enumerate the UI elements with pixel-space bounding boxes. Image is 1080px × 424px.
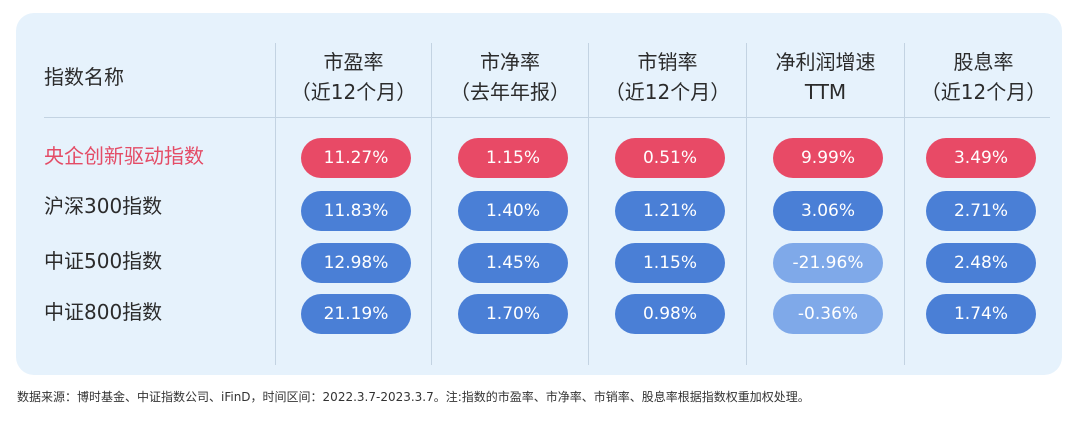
cell-growth-row2: -21.96%	[773, 243, 883, 283]
cell-pb-row0: 1.15%	[458, 138, 568, 178]
header-ps-line2: （近12个月）	[604, 80, 731, 104]
cell-ps-row0: 0.51%	[615, 138, 725, 178]
cell-dividend-row2: 2.48%	[926, 243, 1036, 283]
cell-pe-row1: 11.83%	[301, 191, 411, 231]
header-pb-line2: （去年年报）	[450, 80, 570, 104]
cell-ps-row1: 1.21%	[615, 191, 725, 231]
column-divider	[588, 43, 589, 365]
row-label-csoe-innovation: 央企创新驱动指数	[44, 144, 204, 168]
header-pe-line2: （近12个月）	[290, 80, 417, 104]
cell-pe-row0: 11.27%	[301, 138, 411, 178]
row-label-csi800: 中证800指数	[44, 300, 163, 324]
header-ps-line1: 市销率	[637, 50, 698, 74]
column-divider	[904, 43, 905, 365]
column-divider	[746, 43, 747, 365]
row-label-csi300: 沪深300指数	[44, 194, 163, 218]
metrics-table-card: 指数名称 市盈率 （近12个月） 市净率 （去年年报） 市销率 （近12个月） …	[16, 13, 1062, 375]
cell-pb-row3: 1.70%	[458, 294, 568, 334]
cell-dividend-row1: 2.71%	[926, 191, 1036, 231]
cell-growth-row1: 3.06%	[773, 191, 883, 231]
header-pe-line1: 市盈率	[323, 50, 384, 74]
header-profit-growth-line1: 净利润增速	[775, 50, 876, 74]
column-divider	[431, 43, 432, 365]
cell-pe-row3: 21.19%	[301, 294, 411, 334]
header-profit-growth: 净利润增速 TTM	[747, 47, 904, 107]
cell-growth-row3: -0.36%	[773, 294, 883, 334]
cell-dividend-row3: 1.74%	[926, 294, 1036, 334]
cell-growth-row0: 9.99%	[773, 138, 883, 178]
header-pb-line1: 市净率	[480, 50, 540, 74]
header-dividend-line1: 股息率	[953, 50, 1014, 74]
cell-ps-row3: 0.98%	[615, 294, 725, 334]
row-label-csi500: 中证500指数	[44, 249, 163, 273]
header-index-name: 指数名称	[44, 65, 124, 89]
header-pe: 市盈率 （近12个月）	[276, 47, 431, 107]
header-profit-growth-line2: TTM	[804, 80, 847, 104]
column-divider	[275, 43, 276, 365]
header-ps: 市销率 （近12个月）	[589, 47, 746, 107]
header-dividend-line2: （近12个月）	[920, 80, 1047, 104]
cell-ps-row2: 1.15%	[615, 243, 725, 283]
source-footnote: 数据来源：博时基金、中证指数公司、iFinD，时间区间：2022.3.7-202…	[17, 390, 810, 404]
cell-pb-row2: 1.45%	[458, 243, 568, 283]
cell-pb-row1: 1.40%	[458, 191, 568, 231]
header-divider	[44, 117, 1050, 118]
cell-pe-row2: 12.98%	[301, 243, 411, 283]
header-pb: 市净率 （去年年报）	[432, 47, 588, 107]
cell-dividend-row0: 3.49%	[926, 138, 1036, 178]
header-dividend: 股息率 （近12个月）	[905, 47, 1062, 107]
